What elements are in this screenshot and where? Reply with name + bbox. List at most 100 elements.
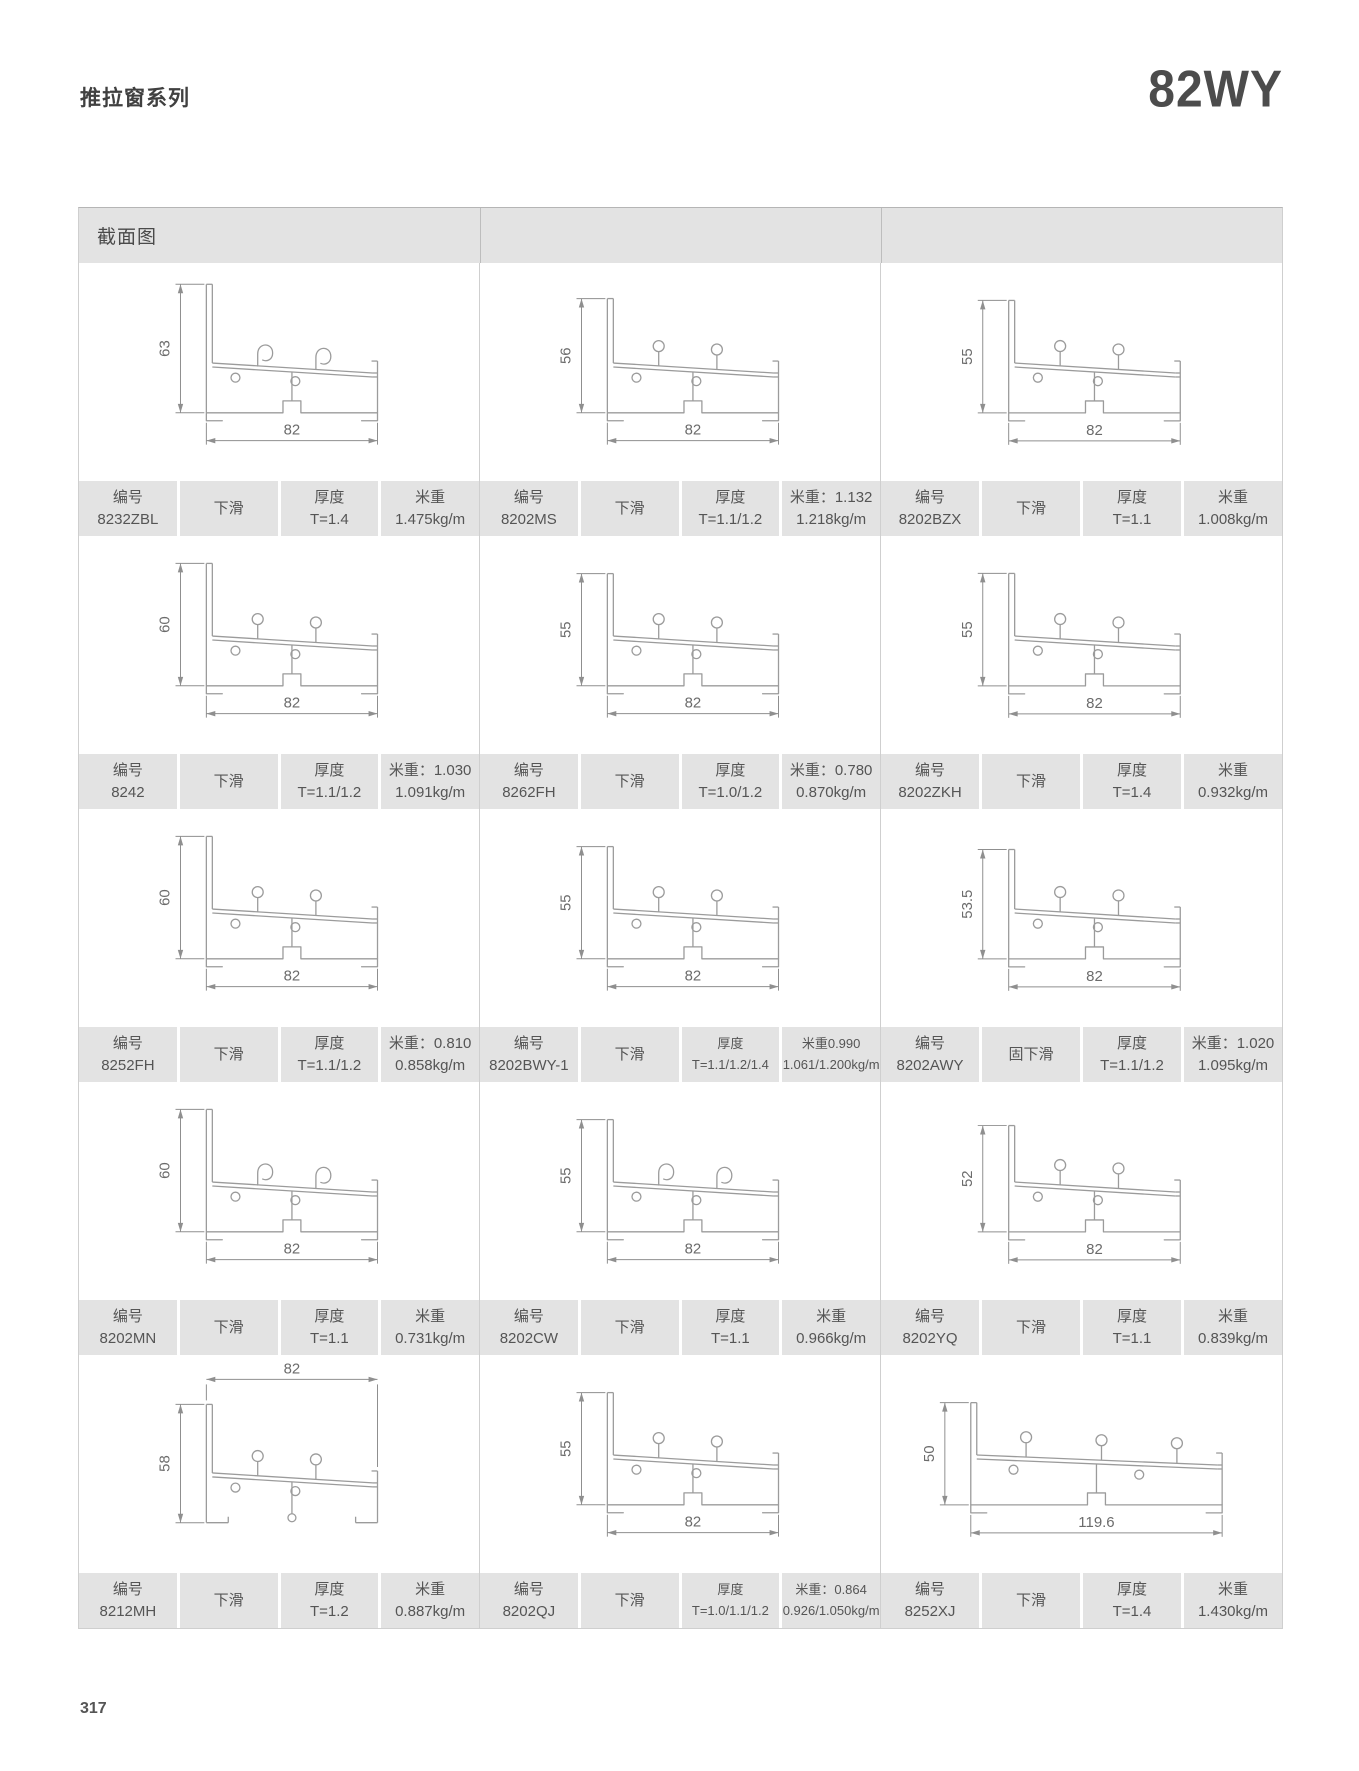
thickness-value: T=1.4 bbox=[1112, 1602, 1152, 1620]
dim-height-label: 55 bbox=[558, 1440, 575, 1457]
spec-bar: 编号 8242 下滑 厚度 T=1.1/1.2 米重：1.030 1.091kg… bbox=[79, 754, 479, 809]
part-code-label: 编号 bbox=[513, 1580, 544, 1598]
profile-type-cell: 下滑 bbox=[982, 754, 1080, 809]
profile-cell: 53.5 82 编号 8202AWY 固下滑 厚度 T=1.1/1.2 米重：1.… bbox=[881, 809, 1282, 1082]
profile-section-svg: 58 82 bbox=[157, 1360, 379, 1524]
table-header-cell: 截面图 bbox=[79, 208, 480, 263]
dim-width-label: 82 bbox=[685, 968, 702, 985]
part-code-label: 编号 bbox=[513, 1307, 544, 1325]
cross-section-drawing: 55 82 bbox=[480, 809, 880, 1027]
thickness-label: 厚度 bbox=[717, 1582, 744, 1598]
thickness-label: 厚度 bbox=[715, 1307, 746, 1325]
thickness-cell: 厚度 T=1.0/1.2 bbox=[681, 754, 780, 809]
cross-section-drawing: 50 119.6 bbox=[881, 1355, 1282, 1573]
dim-width-label: 82 bbox=[284, 968, 301, 985]
profile-type: 下滑 bbox=[614, 1045, 645, 1063]
weight-cell: 米重 0.731kg/m bbox=[381, 1300, 479, 1355]
dim-width-label: 82 bbox=[1086, 422, 1103, 439]
profile-section-svg: 55 82 bbox=[959, 572, 1181, 718]
series-title: 推拉窗系列 bbox=[80, 87, 190, 110]
thickness-value: T=1.0/1.2 bbox=[698, 783, 763, 801]
profile-type-cell: 固下滑 bbox=[982, 1027, 1080, 1082]
part-code-label: 编号 bbox=[513, 761, 544, 779]
thickness-cell: 厚度 T=1.1/1.2 bbox=[280, 1027, 379, 1082]
weight-label: 米重：1.020 bbox=[1191, 1034, 1275, 1052]
thickness-cell: 厚度 T=1.1/1.2 bbox=[280, 754, 379, 809]
profile-cell: 50 119.6 编号 8252XJ 下滑 厚度 T=1.4 米重 1.430kg… bbox=[881, 1355, 1282, 1628]
part-code-label: 编号 bbox=[513, 1034, 544, 1052]
part-code-cell: 编号 8252XJ bbox=[881, 1573, 979, 1628]
profile-type: 下滑 bbox=[213, 1045, 244, 1063]
cross-section-drawing: 55 82 bbox=[480, 1355, 880, 1573]
thickness-label: 厚度 bbox=[314, 1034, 345, 1052]
part-code-value: 8202ZKH bbox=[898, 783, 962, 801]
weight-value: 0.858kg/m bbox=[395, 1056, 466, 1074]
part-code-label: 编号 bbox=[112, 1307, 143, 1325]
part-code-label: 编号 bbox=[914, 488, 945, 506]
profile-type: 固下滑 bbox=[1008, 1045, 1054, 1063]
part-code-cell: 编号 8202QJ bbox=[480, 1573, 578, 1628]
thickness-value: T=1.4 bbox=[309, 510, 349, 528]
thickness-label: 厚度 bbox=[717, 1036, 744, 1052]
thickness-label: 厚度 bbox=[314, 1580, 345, 1598]
dim-height-label: 60 bbox=[157, 889, 174, 906]
part-code-label: 编号 bbox=[513, 488, 544, 506]
profile-type: 下滑 bbox=[213, 1591, 244, 1609]
weight-cell: 米重：0.864 0.926/1.050kg/m bbox=[782, 1573, 880, 1628]
thickness-cell: 厚度 T=1.4 bbox=[1083, 1573, 1181, 1628]
part-code-cell: 编号 8202CW bbox=[480, 1300, 578, 1355]
thickness-cell: 厚度 T=1.1/1.2/1.4 bbox=[681, 1027, 780, 1082]
table-header-cell-empty bbox=[480, 208, 881, 263]
cross-section-drawing: 55 82 bbox=[881, 263, 1282, 481]
thickness-label: 厚度 bbox=[314, 488, 345, 506]
thickness-value: T=1.1 bbox=[1112, 510, 1152, 528]
weight-cell: 米重 1.475kg/m bbox=[381, 481, 479, 536]
profile-cell: 55 82 编号 8202QJ 下滑 厚度 T=1.0/1.1/1.2 米重：0.… bbox=[480, 1355, 881, 1628]
weight-cell: 米重：1.020 1.095kg/m bbox=[1184, 1027, 1282, 1082]
profile-cell: 60 82 编号 8242 下滑 厚度 T=1.1/1.2 米重：1.030 1.… bbox=[79, 536, 480, 809]
cross-section-drawing: 55 82 bbox=[480, 1082, 880, 1300]
profile-type-cell: 下滑 bbox=[179, 481, 278, 536]
thickness-value: T=1.1 bbox=[710, 1329, 750, 1347]
weight-cell: 米重 0.839kg/m bbox=[1184, 1300, 1282, 1355]
part-code-value: 8202MN bbox=[99, 1329, 157, 1347]
dim-width-label: 82 bbox=[685, 422, 702, 439]
cross-section-drawing: 60 82 bbox=[79, 1082, 479, 1300]
part-code-label: 编号 bbox=[112, 1034, 143, 1052]
weight-label: 米重 bbox=[1217, 1307, 1248, 1325]
weight-value: 0.839kg/m bbox=[1197, 1329, 1269, 1347]
spec-bar: 编号 8212MH 下滑 厚度 T=1.2 米重 0.887kg/m bbox=[79, 1573, 479, 1628]
weight-label: 米重：0.780 bbox=[789, 761, 873, 779]
dim-width-label: 119.6 bbox=[1078, 1514, 1114, 1531]
dim-width-label: 82 bbox=[284, 695, 301, 712]
weight-cell: 米重：0.780 0.870kg/m bbox=[782, 754, 880, 809]
profile-cell: 55 82 编号 8202CW 下滑 厚度 T=1.1 米重 0.966kg/m bbox=[480, 1082, 881, 1355]
dim-height-label: 55 bbox=[558, 1167, 575, 1184]
part-code-value: 8252XJ bbox=[904, 1602, 956, 1620]
dim-width-label: 82 bbox=[1086, 1241, 1103, 1258]
weight-cell: 米重0.990 1.061/1.200kg/m bbox=[782, 1027, 880, 1082]
weight-cell: 米重 0.932kg/m bbox=[1184, 754, 1282, 809]
profile-cell: 63 82 编号 8232ZBL 下滑 厚度 T=1.4 米重 1.475kg/m bbox=[79, 263, 480, 536]
weight-label: 米重 bbox=[1217, 488, 1248, 506]
profile-type-cell: 下滑 bbox=[179, 1573, 278, 1628]
profile-type-cell: 下滑 bbox=[179, 1027, 278, 1082]
thickness-cell: 厚度 T=1.4 bbox=[1083, 754, 1181, 809]
weight-cell: 米重：1.030 1.091kg/m bbox=[381, 754, 479, 809]
thickness-cell: 厚度 T=1.1/1.2 bbox=[681, 481, 780, 536]
weight-value: 0.926/1.050kg/m bbox=[782, 1602, 880, 1618]
weight-value: 0.731kg/m bbox=[395, 1329, 466, 1347]
dim-width-label: 82 bbox=[685, 1241, 702, 1258]
part-code-label: 编号 bbox=[112, 761, 143, 779]
profile-type: 下滑 bbox=[1015, 499, 1046, 517]
thickness-value: T=1.0/1.1/1.2 bbox=[691, 1602, 769, 1618]
part-code-value: 8202QJ bbox=[502, 1602, 556, 1620]
part-code-value: 8202BZX bbox=[898, 510, 962, 528]
thickness-label: 厚度 bbox=[715, 488, 746, 506]
weight-value: 1.218kg/m bbox=[796, 510, 867, 528]
cross-section-drawing: 63 82 bbox=[79, 263, 479, 481]
dim-width-label: 82 bbox=[284, 422, 301, 439]
profile-type: 下滑 bbox=[213, 772, 244, 790]
thickness-label: 厚度 bbox=[314, 761, 345, 779]
profile-section-svg: 50 119.6 bbox=[921, 1402, 1223, 1537]
